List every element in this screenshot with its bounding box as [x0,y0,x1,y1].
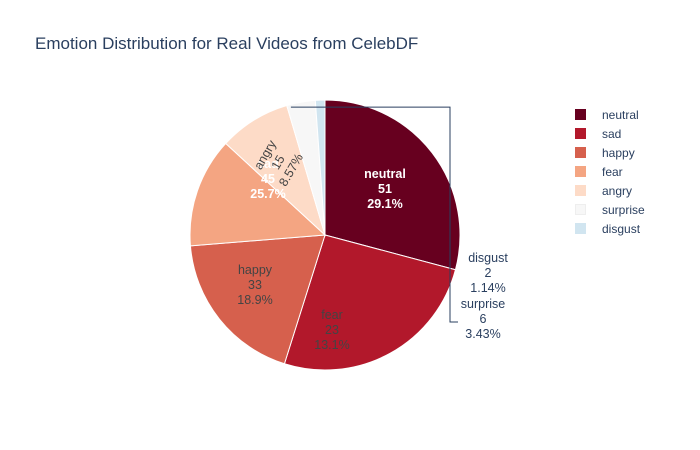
slice-label-line: 18.9% [237,293,272,307]
legend-label: fear [602,164,623,179]
slice-label-line: 15 [269,153,288,172]
legend-item-neutral[interactable]: neutral [575,105,645,124]
slice-label-line: happy [238,263,273,277]
pie-slice-fear[interactable] [189,142,327,247]
slice-label-line: disgust [468,251,508,265]
pie-slices [189,99,461,371]
pie-slice-disgust[interactable] [314,99,326,236]
legend-item-sad[interactable]: sad [575,124,645,143]
pie-labels: neutral 51 29.1% sad 45 25.7% happy 33 18.9% fear… [237,106,508,352]
chart-title: Emotion Distribution for Real Videos fro… [35,34,419,53]
legend-swatch [575,147,586,158]
slice-label-line: fear [321,308,343,322]
legend-label: happy [602,145,635,160]
legend-swatch [575,204,586,215]
legend-label: sad [602,126,622,141]
legend-item-disgust[interactable]: disgust [575,219,645,238]
slice-label-fear: fear 23 13.1% [314,308,349,352]
slice-label-sad: sad 45 25.7% [250,157,285,201]
slice-label-line: 25.7% [250,187,285,201]
legend-swatch [575,223,586,234]
legend-label: disgust [602,221,641,236]
legend-swatch [575,109,586,120]
slice-label-line: 2 [485,266,492,280]
pie-slice-happy[interactable] [189,234,326,365]
legend-label: neutral [602,107,639,122]
legend-label: surprise [602,202,645,217]
slice-label-line: 13.1% [314,338,349,352]
pie-slice-sad[interactable] [283,234,457,371]
legend: neutral sad happy fear angry surprise disgust [575,105,645,238]
slice-label-line: 29.1% [367,197,402,211]
slice-label-line: 3.43% [465,327,500,341]
legend-label: angry [602,183,633,198]
legend-swatch [575,185,586,196]
legend-swatch [575,128,586,139]
legend-item-happy[interactable]: happy [575,143,645,162]
legend-item-surprise[interactable]: surprise [575,200,645,219]
slice-label-line: 33 [248,278,262,292]
slice-label-line: 45 [261,172,275,186]
legend-swatch [575,166,586,177]
legend-item-fear[interactable]: fear [575,162,645,181]
slice-label-line: neutral [364,167,406,181]
slice-label-line: 6 [480,312,487,326]
slice-label-line: 23 [325,323,339,337]
slice-label-line: sad [257,157,279,171]
slice-label-line: surprise [461,297,506,311]
slice-label-disgust: disgust 2 1.14% [468,251,508,295]
slice-label-surprise: surprise 6 3.43% [461,297,506,341]
leader-line-surprise [290,106,458,323]
slice-label-neutral: neutral 51 29.1% [364,167,406,211]
slice-label-line: 51 [378,182,392,196]
slice-label-line: 1.14% [470,281,505,295]
pie-slice-neutral[interactable] [324,99,461,271]
slice-label-happy: happy 33 18.9% [237,263,273,307]
legend-item-angry[interactable]: angry [575,181,645,200]
